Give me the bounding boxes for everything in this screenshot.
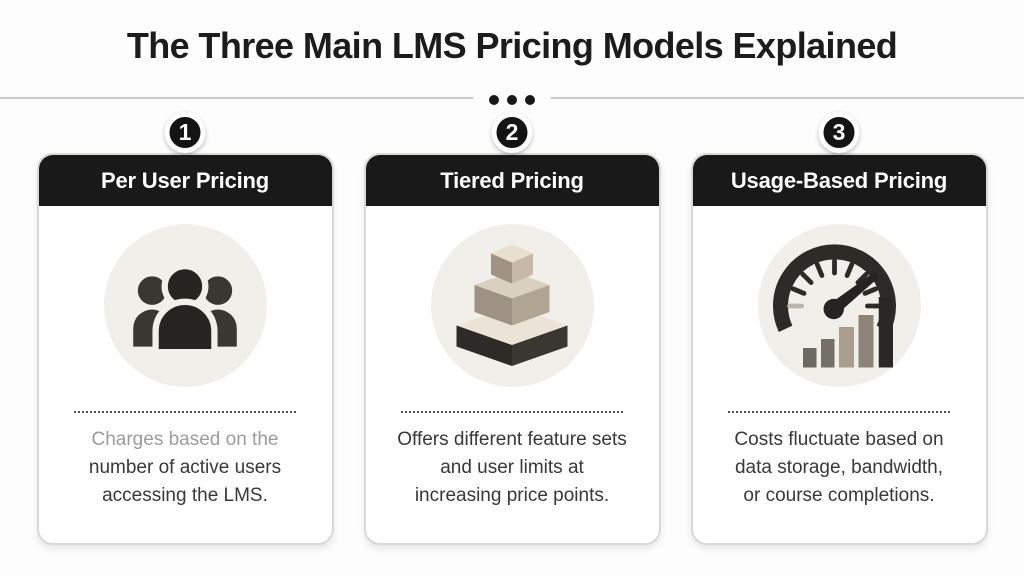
pricing-card-usage-based: 3 Usage-Based Pricing	[690, 111, 988, 545]
gauge-icon	[773, 243, 896, 367]
pricing-card-tiered: 2 Tiered Pricing	[363, 111, 661, 545]
tiers-icon	[456, 244, 568, 366]
description-line: Charges based on the	[91, 429, 279, 450]
card-title: Per User Pricing	[38, 155, 332, 206]
description-line: Offers different feature sets	[397, 429, 627, 450]
pricing-cards-row: 1 Per User Pricing Charges based on the	[0, 111, 1024, 545]
users-icon	[133, 262, 237, 355]
dotted-divider	[401, 411, 623, 413]
description-line: accessing the LMS.	[102, 485, 268, 506]
card-title: Usage-Based Pricing	[692, 155, 986, 206]
card-description: Charges based on the number of active us…	[89, 426, 281, 510]
description-line: Costs fluctuate based on	[734, 429, 944, 450]
description-line: number of active users	[88, 457, 282, 478]
description-line: increasing price points.	[414, 485, 610, 506]
card-description: Offers different feature sets and user l…	[397, 426, 627, 510]
divider-ellipsis	[473, 89, 551, 111]
page-title: The Three Main LMS Pricing Models Explai…	[126, 25, 898, 66]
icon-circle	[757, 224, 921, 387]
divider-dot	[525, 95, 535, 105]
dotted-divider	[74, 411, 296, 413]
card-number-badge: 1	[164, 112, 206, 153]
dotted-divider	[728, 411, 950, 413]
card-number-badge: 3	[818, 112, 860, 153]
description-line: or course completions.	[743, 485, 935, 506]
description-line: data storage, bandwidth,	[734, 457, 944, 478]
divider-dot	[507, 95, 517, 105]
card-title: Tiered Pricing	[365, 155, 659, 206]
card-number-badge: 2	[491, 112, 533, 153]
pricing-card-per-user: 1 Per User Pricing Charges based on the	[36, 111, 334, 545]
icon-circle	[103, 224, 267, 387]
divider-dot	[489, 95, 499, 105]
card-description: Costs fluctuate based on data storage, b…	[734, 426, 943, 510]
icon-circle	[430, 224, 594, 387]
description-line: and user limits at	[440, 457, 584, 478]
